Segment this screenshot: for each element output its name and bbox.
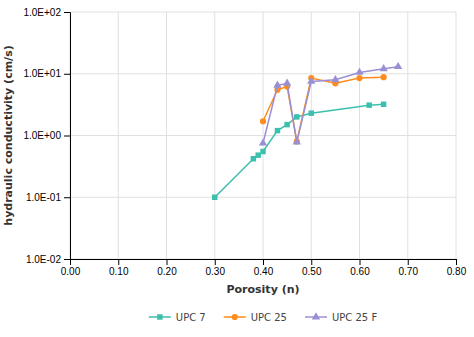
tick-label: 0.70	[399, 266, 419, 277]
tick-label: 0.40	[254, 266, 274, 277]
tick: 1.0E+02	[23, 7, 70, 18]
tick-label: 1.0E+02	[23, 7, 61, 18]
series-point	[366, 102, 371, 107]
grid-line-y	[70, 197, 456, 198]
tick-mark	[167, 259, 168, 265]
tick: 1.0E+00	[23, 130, 70, 141]
tick-label: 1.0E+01	[23, 68, 61, 79]
legend-item: UPC 7	[149, 312, 206, 323]
series-point	[255, 152, 260, 157]
tick-label: 1.0E-02	[26, 254, 61, 265]
tick: 1.0E-02	[26, 254, 70, 265]
y-axis-title: hydraulic conductivity (cm/s)	[2, 45, 15, 225]
series-point	[273, 80, 281, 87]
tick-label: 1.0E-01	[26, 192, 61, 203]
grid	[70, 12, 456, 259]
series-point	[251, 156, 256, 161]
legend-label: UPC 25	[251, 312, 287, 323]
tick-mark	[64, 74, 70, 75]
tick: 0.80	[447, 259, 467, 277]
tick-mark	[263, 259, 264, 265]
tick: 0.70	[399, 259, 419, 277]
series-point	[307, 77, 315, 84]
series-line	[263, 67, 398, 144]
plot: 0.00 0.10 0.20 0.30 0.40 0.50 0.60 0.70 0.80 1.0E…	[2, 7, 467, 296]
marks	[212, 62, 402, 200]
series-point	[356, 75, 362, 81]
y-axis: 1.0E-02 1.0E-01 1.0E+00 1.0E+01 1.0E+02	[23, 7, 70, 265]
tick: 0.30	[206, 259, 226, 277]
tick: 0.20	[157, 259, 177, 277]
legend-symbol	[232, 314, 238, 320]
series-point	[284, 122, 289, 127]
series-point	[260, 149, 265, 154]
series-point	[212, 195, 217, 200]
tick-mark	[118, 259, 119, 265]
series-point	[331, 75, 339, 82]
legend-symbol	[157, 314, 162, 319]
grid-line-y	[70, 12, 456, 13]
series-point	[294, 114, 299, 119]
series-point	[394, 62, 402, 69]
tick: 1.0E-01	[26, 192, 70, 203]
tick: 0.10	[109, 259, 129, 277]
series-point	[260, 118, 266, 124]
tick: 1.0E+01	[23, 68, 70, 79]
tick-mark	[64, 12, 70, 13]
tick-label: 0.30	[206, 266, 226, 277]
series-point	[379, 64, 387, 71]
legend-item: UPC 25 F	[305, 312, 377, 323]
tick-label: 0.60	[350, 266, 370, 277]
series-point	[381, 102, 386, 107]
tick-mark	[64, 197, 70, 198]
grid-line-y	[70, 73, 456, 74]
tick-label: 0.00	[61, 266, 81, 277]
legend-item: UPC 25	[224, 312, 287, 323]
chart: 0.00 0.10 0.20 0.30 0.40 0.50 0.60 0.70 0.80 1.0E…	[0, 0, 474, 337]
series-point	[309, 110, 314, 115]
tick-label: 0.10	[109, 266, 129, 277]
legend-symbol	[312, 312, 320, 319]
tick-label: 1.0E+00	[23, 130, 61, 141]
tick: 0.00	[61, 259, 81, 277]
series-point	[381, 74, 387, 80]
series-point	[275, 128, 280, 133]
series-point	[355, 68, 363, 75]
tick-label: 0.20	[157, 266, 177, 277]
tick: 0.60	[350, 259, 370, 277]
tick-label: 0.50	[302, 266, 322, 277]
legend-label: UPC 7	[176, 312, 206, 323]
series-point	[259, 138, 267, 145]
tick-mark	[64, 259, 70, 260]
series-line	[215, 104, 384, 197]
series-point	[283, 79, 291, 86]
series-line	[263, 77, 384, 141]
tick-mark	[408, 259, 409, 265]
grid-line-y	[70, 135, 456, 136]
tick-mark	[64, 136, 70, 137]
axis-line	[71, 260, 457, 266]
x-axis-title: Porosity (n)	[226, 283, 299, 296]
legend: UPC 7 UPC 25 UPC 25 F	[149, 312, 378, 323]
series-point	[293, 137, 301, 144]
tick: 0.40	[254, 259, 274, 277]
x-axis: 0.00 0.10 0.20 0.30 0.40 0.50 0.60 0.70 0.80	[61, 259, 467, 277]
tick: 0.50	[302, 259, 322, 277]
tick-mark	[456, 259, 457, 265]
tick-label: 0.80	[447, 266, 467, 277]
tick-mark	[215, 259, 216, 265]
legend-label: UPC 25 F	[332, 312, 377, 323]
axis-line	[64, 13, 71, 260]
tick-mark	[311, 259, 312, 265]
tick-mark	[360, 259, 361, 265]
